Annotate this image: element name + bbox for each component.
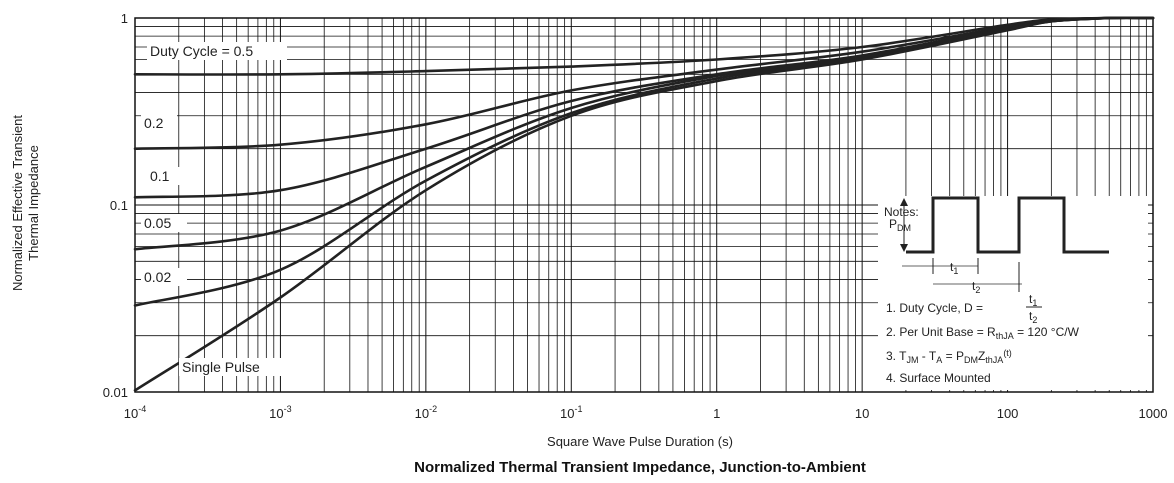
curve-labels: Duty Cycle = 0.5 0.2 0.1 0.05 0.02 Single Pul… bbox=[141, 42, 287, 376]
curve-label-bg bbox=[147, 167, 183, 185]
x-tick-label: 10-4 bbox=[124, 404, 146, 421]
y-tick-label: 1 bbox=[121, 11, 128, 26]
curve-label: 0.02 bbox=[144, 269, 171, 285]
y-tick-label: 0.1 bbox=[110, 198, 128, 213]
plot-frame bbox=[134, 17, 1154, 393]
x-axis-label: Square Wave Pulse Duration (s) bbox=[547, 434, 733, 449]
y-tick-label: 0.01 bbox=[103, 385, 128, 400]
chart-title: Normalized Thermal Transient Impedance, … bbox=[414, 459, 866, 476]
x-tick-label: 10-1 bbox=[560, 404, 582, 421]
series-line-2 bbox=[133, 16, 1155, 199]
notes-box: Notes: PDM t1 t2 1. Duty Cycle, D = t1 t… bbox=[878, 196, 1148, 390]
notes-heading: Notes: bbox=[884, 205, 919, 219]
note-per-unit-base: 2. Per Unit Base = RthJA = 120 °C/W bbox=[886, 325, 1080, 341]
curve-label: 0.2 bbox=[144, 115, 164, 131]
x-tick-label: 1 bbox=[713, 406, 720, 421]
pdm-label: PDM bbox=[889, 217, 911, 233]
t1-label: t1 bbox=[950, 260, 958, 276]
y-axis-label-line1: Normalized Effective Transient bbox=[10, 115, 25, 291]
y-axis-label-line2: Thermal Impedance bbox=[26, 145, 41, 261]
t2-label: t2 bbox=[972, 279, 980, 295]
note-duty-denominator: t2 bbox=[1029, 309, 1037, 325]
x-tick-label: 10-3 bbox=[269, 404, 291, 421]
series-line-1 bbox=[133, 16, 1155, 150]
curve-label: 0.1 bbox=[150, 168, 170, 184]
note-surface-mounted: 4. Surface Mounted bbox=[886, 371, 991, 385]
curve-label: 0.05 bbox=[144, 215, 171, 231]
x-tick-label: 1000 bbox=[1139, 406, 1168, 421]
x-tick-label: 10 bbox=[855, 406, 869, 421]
curve-label: Duty Cycle = 0.5 bbox=[150, 43, 253, 59]
x-tick-labels: 10-4 10-3 10-2 10-1 1 10 100 1000 bbox=[124, 404, 1168, 421]
pulse-waveform bbox=[906, 196, 1109, 254]
y-tick-labels: 1 0.1 0.01 bbox=[103, 11, 128, 400]
curve-label-bg bbox=[141, 114, 177, 132]
curve-label-bg bbox=[147, 42, 287, 60]
curve-label: Single Pulse bbox=[182, 359, 260, 375]
series-line-5 bbox=[133, 16, 1155, 392]
curve-label-bg bbox=[179, 358, 287, 376]
curve-label-bg bbox=[141, 268, 187, 286]
note-duty-cycle: 1. Duty Cycle, D = bbox=[886, 301, 983, 315]
note-junction-temp: 3. TJM - TA = PDMZthJA(t) bbox=[886, 348, 1012, 365]
curve-label-bg bbox=[141, 214, 187, 232]
x-tick-label: 10-2 bbox=[415, 404, 437, 421]
series-curves bbox=[133, 16, 1155, 392]
note-duty-numerator: t1 bbox=[1029, 292, 1037, 308]
x-tick-label: 100 bbox=[997, 406, 1019, 421]
